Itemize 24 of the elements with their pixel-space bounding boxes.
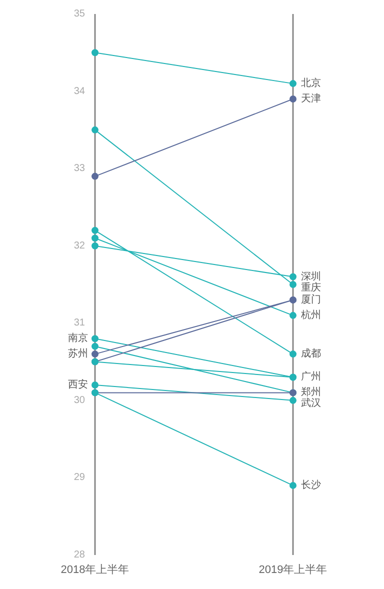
y-tick-label: 32 bbox=[74, 240, 86, 252]
annotation: 成都 bbox=[301, 348, 321, 360]
annotation: 北京 bbox=[301, 77, 321, 90]
annotation: 长沙 bbox=[301, 478, 321, 491]
annotation: 苏州 bbox=[68, 348, 88, 360]
annotation: 杭州 bbox=[300, 308, 321, 321]
annotation: 广州 bbox=[301, 370, 321, 383]
annotation: 重庆 bbox=[301, 281, 321, 294]
y-tick-label: 35 bbox=[74, 8, 86, 20]
y-tick-label: 28 bbox=[74, 550, 86, 560]
y-tick-label: 29 bbox=[74, 472, 86, 484]
annotation: 郑州 bbox=[301, 386, 321, 398]
annotation: 天津 bbox=[301, 92, 321, 105]
annotation: 西安 bbox=[68, 378, 88, 390]
x-tick-label: 2018年上半年 bbox=[60, 563, 130, 576]
x-tick-label: 2019年上半年 bbox=[258, 563, 328, 576]
y-tick-label: 34 bbox=[74, 86, 86, 97]
y-tick-label: 33 bbox=[74, 163, 86, 174]
annotation: 厦门 bbox=[301, 293, 321, 306]
annotation: 南京 bbox=[68, 332, 88, 344]
annotation: 深圳 bbox=[301, 270, 321, 282]
y-tick-label: 31 bbox=[74, 318, 86, 329]
annotation: 武汉 bbox=[301, 397, 321, 410]
y-tick-label: 30 bbox=[74, 394, 86, 406]
